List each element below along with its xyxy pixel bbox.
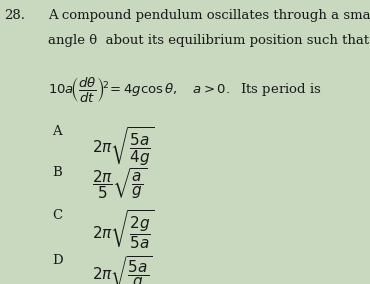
Text: C: C — [52, 209, 62, 222]
Text: A: A — [52, 125, 61, 138]
Text: $2\pi\sqrt{\dfrac{2g}{5a}}$: $2\pi\sqrt{\dfrac{2g}{5a}}$ — [92, 209, 155, 251]
Text: A compound pendulum oscillates through a small: A compound pendulum oscillates through a… — [48, 9, 370, 22]
Text: $2\pi\sqrt{\dfrac{5a}{4g}}$: $2\pi\sqrt{\dfrac{5a}{4g}}$ — [92, 125, 155, 168]
Text: 28.: 28. — [4, 9, 25, 22]
Text: $10a\!\left(\dfrac{d\theta}{dt}\right)^{\!2}\!=4g\cos\theta,\quad a>0.$  Its per: $10a\!\left(\dfrac{d\theta}{dt}\right)^{… — [48, 75, 322, 104]
Text: B: B — [52, 166, 61, 179]
Text: $\dfrac{2\pi}{5}\sqrt{\dfrac{a}{g}}$: $\dfrac{2\pi}{5}\sqrt{\dfrac{a}{g}}$ — [92, 166, 148, 201]
Text: $2\pi\sqrt{\dfrac{5a}{g}}$: $2\pi\sqrt{\dfrac{5a}{g}}$ — [92, 254, 153, 284]
Text: D: D — [52, 254, 63, 267]
Text: angle θ  about its equilibrium position such that: angle θ about its equilibrium position s… — [48, 34, 369, 47]
